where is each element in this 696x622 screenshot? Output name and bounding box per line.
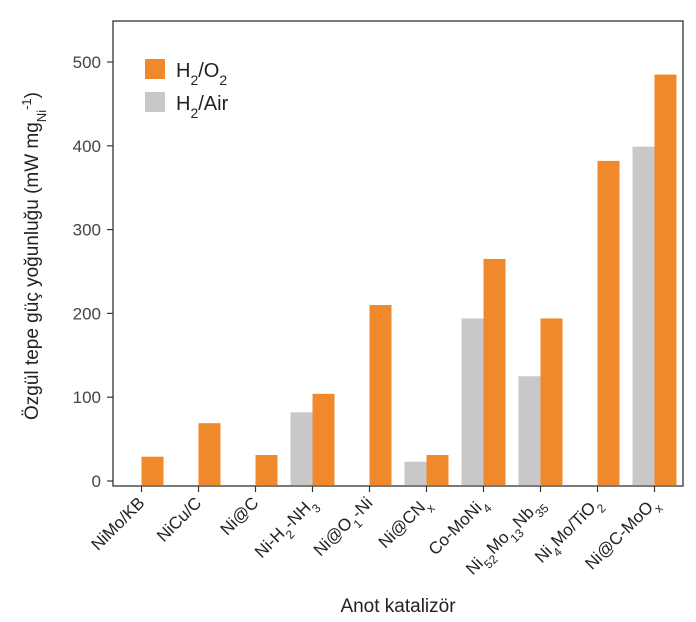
y-tick-label: 300 [73, 221, 101, 240]
bar-h2-o2 [426, 455, 449, 485]
bar-h2-o2 [255, 455, 278, 485]
bars [141, 74, 677, 485]
bar-h2-o2 [141, 456, 164, 485]
bar-h2-o2 [654, 74, 677, 485]
bar-h2-air [404, 461, 427, 485]
bar-h2-air [290, 412, 313, 485]
y-axis: 0 100 200 300 400 500 [73, 53, 113, 491]
x-axis-labels: NiMo/KB NiCu/C Ni@CNi-H2-NH3Ni@O1-NiNi@CNx… [87, 486, 666, 579]
bar-h2-o2 [483, 258, 506, 485]
x-tick-label: Ni@O1-Ni [310, 493, 381, 564]
y-tick-label: 100 [73, 388, 101, 407]
bar-h2-o2 [198, 423, 221, 485]
legend-swatch [145, 92, 165, 112]
bar-h2-o2 [540, 318, 563, 485]
x-tick-label: NiCu/C [153, 493, 205, 545]
x-axis-title: Anot katalizör [340, 596, 456, 617]
legend: H2/O2 H2/Air [145, 59, 229, 121]
y-tick-label: 400 [73, 137, 101, 156]
bar-h2-o2 [312, 393, 335, 485]
bar-h2-o2 [369, 305, 392, 485]
legend-label: H2/Air [176, 93, 229, 121]
x-tick-label: Co-MoNi4 [425, 493, 495, 563]
legend-label: H2/O2 [176, 60, 227, 88]
bar-h2-air [518, 376, 541, 485]
y-axis-title: Özgül tepe güç yoğunluğu (mW mgNi-1) [19, 92, 49, 420]
plot-frame [112, 20, 684, 487]
bar-h2-air [632, 146, 655, 485]
legend-swatch [145, 59, 165, 79]
bar-h2-o2 [597, 160, 620, 485]
x-tick-label: NiMo/KB [87, 493, 148, 554]
y-tick-label: 200 [73, 304, 101, 323]
bar-h2-air [461, 318, 484, 485]
y-tick-label: 500 [73, 53, 101, 72]
x-tick-label: Ni-H2-NH3 [251, 493, 324, 566]
x-tick-label: Ni@C [217, 493, 263, 539]
y-tick-label: 0 [92, 472, 101, 491]
